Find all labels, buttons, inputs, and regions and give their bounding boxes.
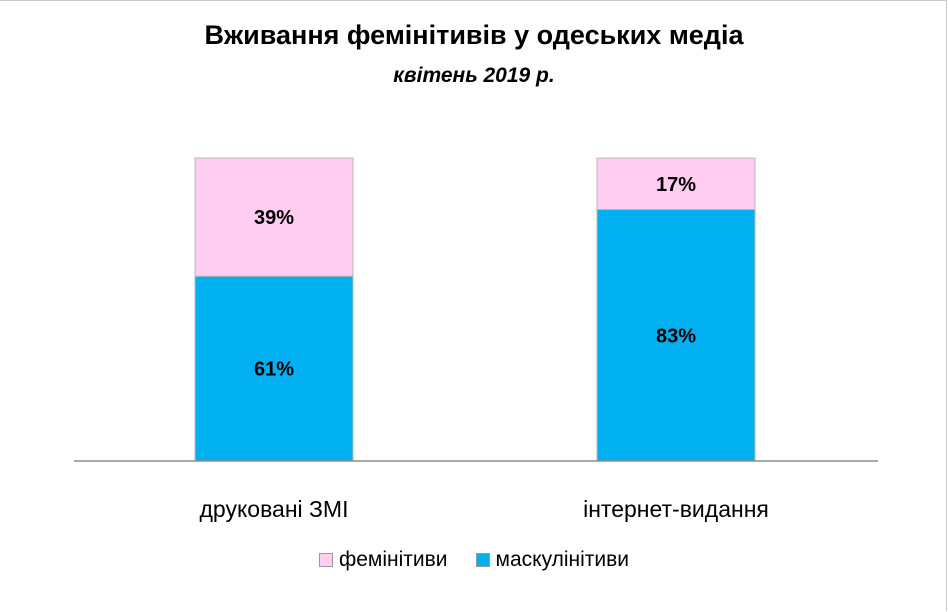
legend: фемінітиви маскулінітиви bbox=[0, 548, 948, 572]
data-label-masculinitives-1: 61% bbox=[254, 359, 294, 381]
legend-item-masculinitives: маскулінітиви bbox=[475, 548, 630, 572]
legend-item-feminitives: фемінітиви bbox=[318, 548, 448, 572]
legend-swatch-feminitives bbox=[318, 553, 333, 567]
chart-title: Вживання фемінітивів у одеських медіа bbox=[204, 20, 744, 50]
x-tick-label-2: інтернет-видання bbox=[583, 496, 769, 522]
bar-feminitives-1 bbox=[194, 157, 354, 277]
data-label-feminitives-2: 17% bbox=[656, 174, 696, 196]
bar-masculinitives-1 bbox=[194, 275, 354, 462]
bar-feminitives-2 bbox=[596, 157, 756, 211]
legend-swatch-masculinitives bbox=[475, 553, 490, 567]
data-label-feminitives-1: 39% bbox=[254, 207, 294, 229]
bar-masculinitives-2 bbox=[596, 209, 756, 462]
x-tick-label-1: друковані ЗМІ bbox=[200, 496, 349, 522]
chart-subtitle: квітень 2019 р. bbox=[393, 64, 555, 87]
legend-label-masculinitives: маскулінітиви bbox=[495, 548, 630, 571]
data-label-masculinitives-2: 83% bbox=[656, 325, 696, 347]
legend-label-feminitives: фемінітиви bbox=[338, 548, 448, 571]
